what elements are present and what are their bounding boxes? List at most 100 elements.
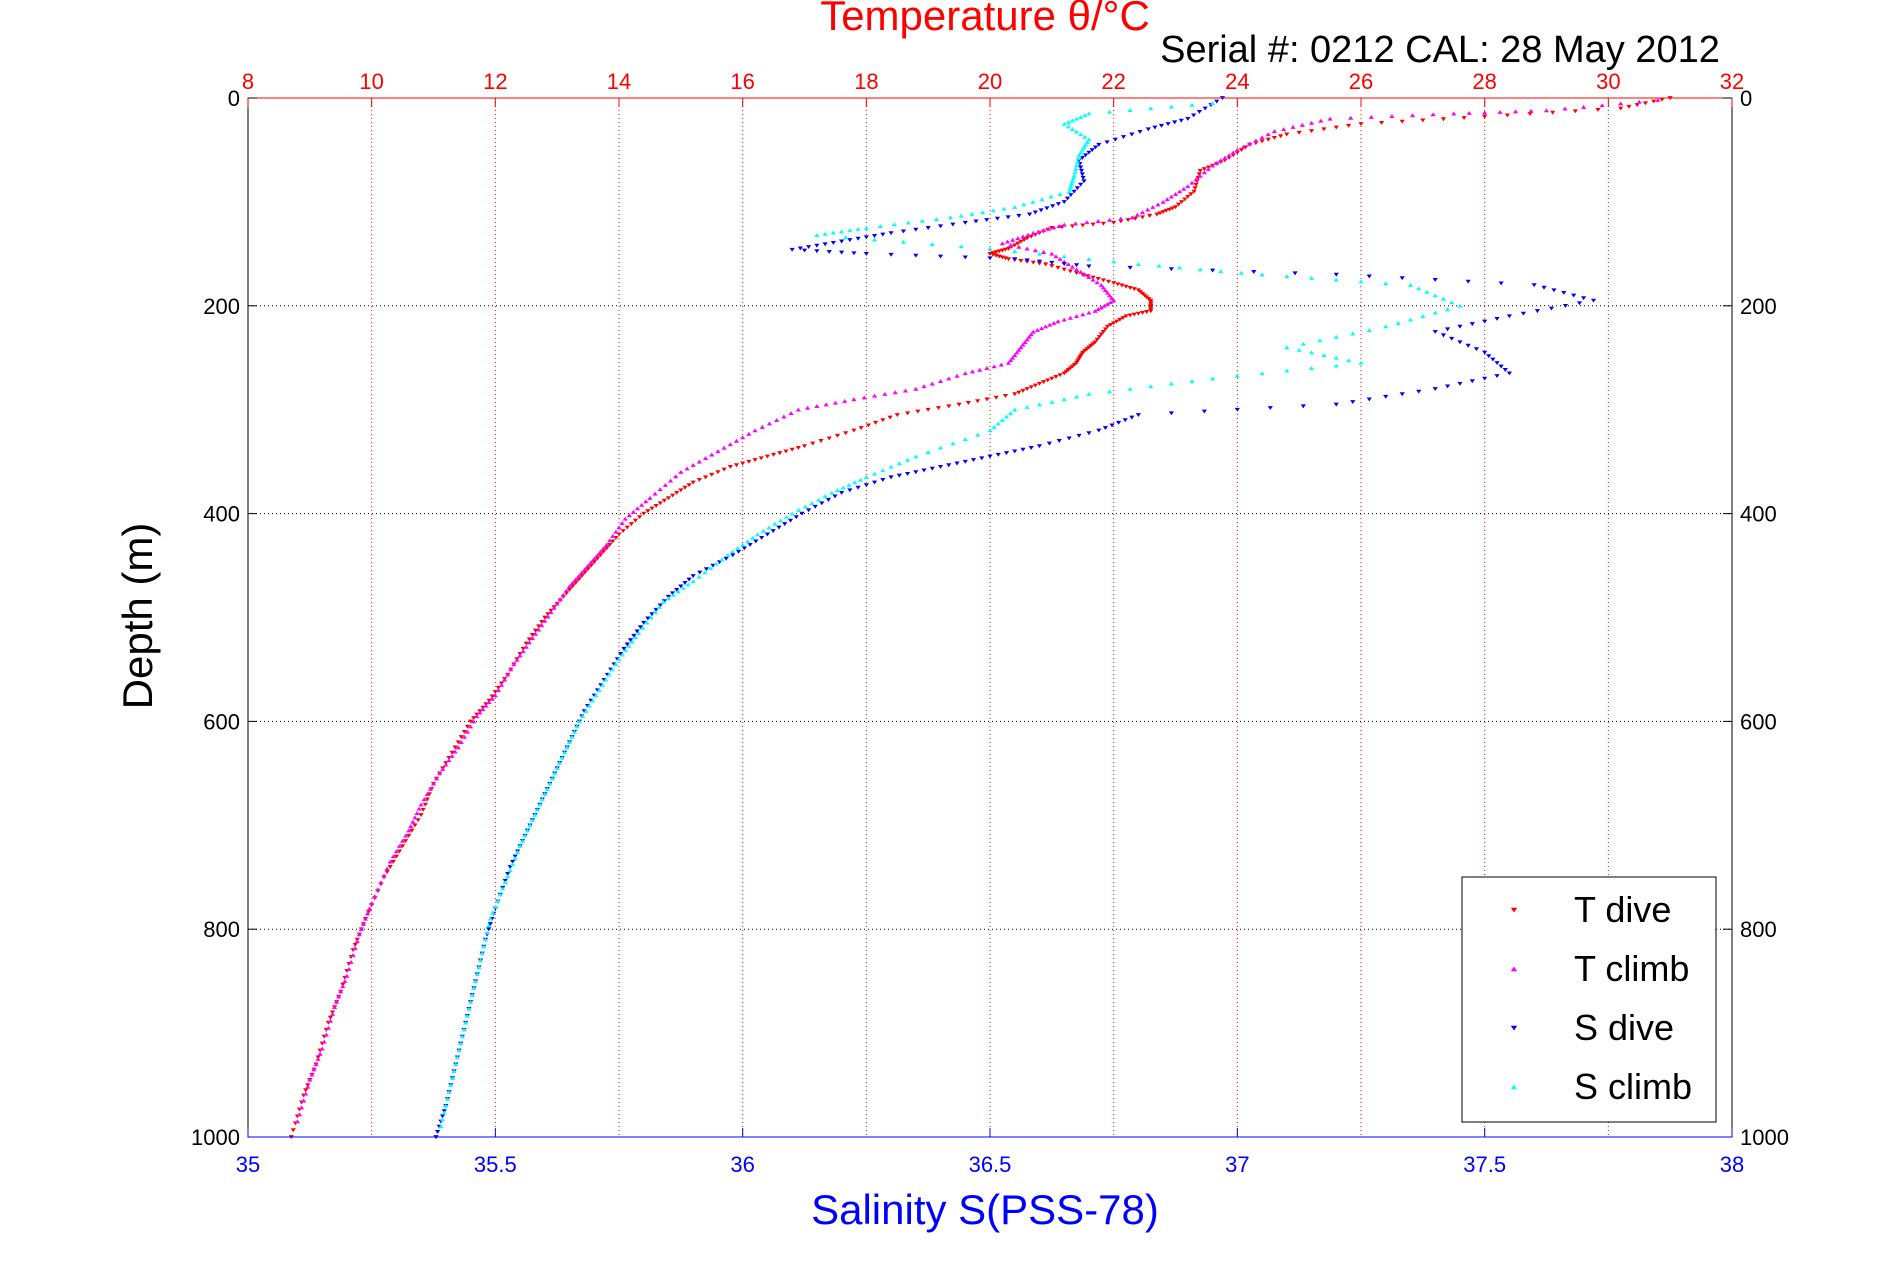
data-point — [987, 246, 993, 251]
data-point-trace — [730, 549, 736, 554]
data-point-trace — [657, 487, 663, 492]
data-point-trace — [495, 898, 501, 903]
data-point-trace — [1082, 113, 1088, 118]
data-point-trace — [412, 815, 418, 820]
data-point-trace — [406, 833, 412, 838]
data-point — [387, 859, 393, 864]
data-point-trace — [954, 373, 960, 378]
data-point-trace — [1118, 216, 1124, 221]
data-point-trace — [995, 421, 1001, 426]
temperature-tick-label: 24 — [1225, 69, 1249, 94]
data-point-trace — [1050, 204, 1056, 209]
data-point-trace — [1086, 310, 1092, 315]
series-s-climb — [438, 101, 1463, 1129]
data-point-trace — [715, 470, 721, 475]
data-point-trace — [669, 591, 676, 596]
data-point-trace — [1379, 120, 1385, 125]
data-point — [851, 397, 857, 402]
data-point-trace — [1218, 269, 1224, 273]
data-point — [1210, 163, 1216, 168]
data-point — [1005, 360, 1012, 365]
data-point-trace — [1308, 350, 1315, 355]
data-point-trace — [678, 584, 684, 589]
data-point-trace — [1466, 110, 1472, 115]
salinity-tick-label: 37.5 — [1463, 1152, 1506, 1177]
data-point-trace — [1296, 130, 1302, 135]
data-point — [888, 231, 894, 236]
data-point-trace — [464, 724, 471, 729]
data-point-trace — [1457, 340, 1463, 345]
data-point — [641, 620, 647, 625]
data-point — [913, 386, 919, 391]
data-point-trace — [740, 435, 746, 440]
data-point-trace — [637, 625, 644, 630]
data-point-trace — [1030, 260, 1036, 265]
data-point — [616, 656, 622, 661]
data-point-trace — [1346, 123, 1352, 128]
data-point — [1018, 345, 1024, 350]
salinity-tick-label: 35 — [236, 1152, 260, 1177]
data-point-trace — [590, 698, 596, 703]
data-point-trace — [1040, 250, 1047, 254]
data-point-trace — [618, 652, 624, 656]
data-point — [1036, 444, 1043, 449]
data-point-trace — [1061, 267, 1067, 272]
data-point-trace — [1012, 243, 1018, 248]
data-point-trace — [1008, 243, 1014, 248]
data-point — [597, 553, 604, 558]
data-point-trace — [1432, 278, 1438, 282]
depth-tick-label-left: 0 — [228, 86, 240, 111]
data-point-trace — [1308, 366, 1315, 370]
data-point-trace — [526, 640, 532, 645]
data-point-trace — [1079, 172, 1085, 177]
data-point-trace — [1259, 371, 1265, 376]
data-point-trace — [1399, 119, 1405, 124]
data-point-trace — [439, 1117, 446, 1122]
data-point-trace — [1069, 181, 1075, 186]
data-point-trace — [921, 384, 927, 389]
data-point-trace — [1444, 307, 1451, 312]
data-point-trace — [648, 615, 654, 620]
data-point — [438, 1124, 444, 1129]
data-point-trace — [1070, 176, 1076, 181]
data-point-trace — [905, 220, 911, 225]
data-point-trace — [464, 1013, 470, 1018]
data-point-trace — [571, 729, 578, 734]
data-point-trace — [1066, 436, 1072, 441]
data-point — [529, 636, 536, 641]
data-point-trace — [1082, 134, 1088, 139]
data-point-trace — [863, 235, 869, 240]
data-point-trace — [1061, 317, 1067, 322]
data-point-trace — [1046, 441, 1052, 446]
data-point-trace — [772, 521, 778, 526]
data-point-trace — [993, 395, 999, 400]
data-point-trace — [919, 218, 925, 223]
data-point-trace — [882, 392, 888, 396]
data-point-trace — [1040, 228, 1047, 233]
data-point-trace — [1078, 150, 1084, 155]
data-point-trace — [529, 632, 536, 637]
data-point-trace — [1080, 312, 1086, 317]
data-point-trace — [913, 253, 919, 258]
data-point — [1383, 324, 1389, 329]
salinity-tick-label: 37 — [1225, 1152, 1249, 1177]
data-point — [764, 454, 770, 459]
data-point-trace — [1104, 140, 1110, 145]
data-point-trace — [1634, 103, 1640, 108]
data-point — [406, 828, 412, 833]
data-point-trace — [851, 251, 857, 256]
data-point-trace — [1015, 241, 1021, 246]
data-point-trace — [539, 620, 545, 624]
data-point-trace — [303, 1088, 309, 1093]
data-point-trace — [329, 1011, 336, 1016]
data-point-trace — [1069, 127, 1076, 131]
data-point-trace — [1494, 374, 1500, 379]
data-point — [1005, 257, 1012, 262]
data-point-trace — [532, 628, 539, 633]
data-point-trace — [896, 461, 902, 466]
data-point-trace — [539, 623, 545, 628]
data-point-trace — [707, 566, 714, 570]
data-point-trace — [1482, 376, 1488, 381]
data-point-trace — [1333, 363, 1339, 368]
